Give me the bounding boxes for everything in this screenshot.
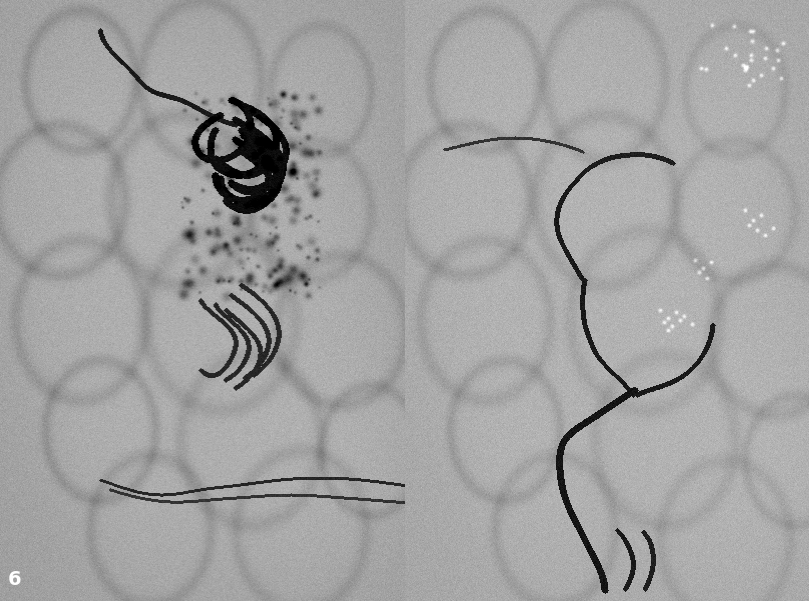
Text: 6: 6 xyxy=(8,570,22,589)
